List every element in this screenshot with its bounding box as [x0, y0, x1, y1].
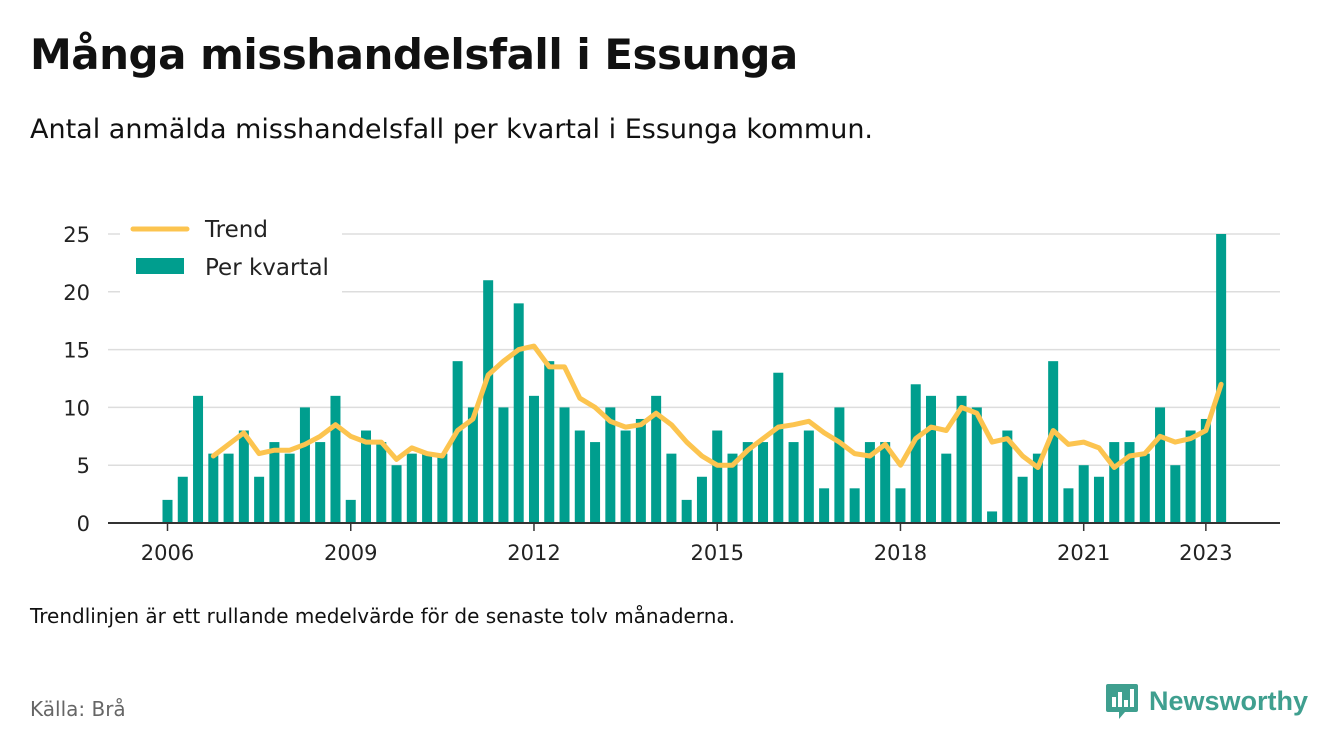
bar	[1170, 465, 1181, 523]
y-tick-label: 5	[77, 454, 90, 478]
bar	[773, 372, 784, 523]
y-tick-label: 0	[77, 512, 90, 536]
bar	[1185, 430, 1196, 523]
bar	[971, 407, 982, 523]
bar	[620, 430, 631, 523]
bar	[238, 430, 249, 523]
bar	[635, 418, 646, 523]
chart-legend: Trend Per kvartal	[120, 214, 342, 294]
bar	[666, 453, 677, 523]
bar	[742, 442, 753, 523]
legend-trend-label: Trend	[204, 217, 268, 243]
bar	[1017, 476, 1028, 523]
x-tick-label: 2021	[1057, 541, 1110, 565]
x-tick-label: 2006	[141, 541, 194, 565]
bar	[1093, 476, 1104, 523]
bar	[528, 395, 539, 523]
bar	[849, 488, 860, 523]
bar	[1048, 361, 1059, 523]
bar	[452, 361, 463, 523]
bar	[651, 395, 662, 523]
trend-note: Trendlinjen är ett rullande medelvärde f…	[30, 604, 736, 628]
bar	[590, 442, 601, 523]
bar	[987, 511, 998, 523]
bar	[1155, 407, 1166, 523]
bar	[1124, 442, 1135, 523]
y-tick-label: 20	[63, 281, 90, 305]
brand-logo: Newsworthy	[1105, 682, 1308, 720]
bar-series	[162, 234, 1227, 523]
bar	[1109, 442, 1120, 523]
bar	[406, 453, 417, 523]
bar	[895, 488, 906, 523]
bar	[1002, 430, 1013, 523]
bar	[574, 430, 585, 523]
bar	[1139, 453, 1150, 523]
x-tick-label: 2018	[874, 541, 927, 565]
bar	[758, 442, 769, 523]
bar	[299, 407, 310, 523]
y-tick-label: 15	[63, 339, 90, 363]
bar	[1200, 418, 1211, 523]
bar	[376, 442, 387, 523]
y-tick-label: 25	[63, 223, 90, 247]
bar	[803, 430, 814, 523]
bar	[956, 395, 967, 523]
bar	[819, 488, 830, 523]
bar	[345, 499, 356, 523]
bar	[498, 407, 509, 523]
bar	[926, 395, 936, 523]
bar	[330, 395, 341, 523]
y-axis-labels: 0 5 10 15 20 25	[63, 223, 90, 536]
bar	[483, 280, 494, 523]
bar	[269, 442, 280, 523]
bar	[941, 453, 952, 523]
bar	[1063, 488, 1074, 523]
bar	[361, 430, 372, 523]
trend-line	[210, 343, 1224, 470]
bar	[422, 453, 433, 523]
bar	[727, 453, 738, 523]
bar	[223, 453, 234, 523]
bar	[193, 395, 204, 523]
bar	[467, 407, 478, 523]
bar	[513, 303, 524, 523]
x-tick-label: 2012	[507, 541, 560, 565]
bar	[437, 453, 448, 523]
bar	[788, 442, 799, 523]
bar	[605, 407, 616, 523]
bar	[681, 499, 692, 523]
x-tick-label: 2009	[324, 541, 377, 565]
bar	[910, 384, 921, 523]
bar	[254, 476, 265, 523]
bar	[162, 499, 173, 523]
bar	[559, 407, 570, 523]
newsworthy-logo-icon	[1105, 684, 1138, 719]
bar	[1078, 465, 1089, 523]
bar	[315, 442, 326, 523]
x-axis-ticks: 2006 2009 2012 2015 2018 2021 2023	[141, 523, 1233, 565]
bar	[834, 407, 845, 523]
x-tick-label: 2023	[1179, 541, 1232, 565]
bar	[880, 442, 891, 523]
bar	[208, 453, 219, 523]
legend-bar-swatch	[136, 258, 184, 274]
chart-title: Många misshandelsfall i Essunga	[30, 30, 798, 79]
bar	[712, 430, 723, 523]
source-label: Källa: Brå	[30, 697, 126, 721]
bar	[391, 465, 402, 523]
x-tick-label: 2015	[690, 541, 743, 565]
bar	[1216, 234, 1227, 523]
bar	[864, 442, 875, 523]
y-tick-label: 10	[63, 396, 90, 420]
legend-bar-label: Per kvartal	[205, 255, 329, 281]
bar	[696, 476, 707, 523]
bar	[177, 476, 188, 523]
brand-name: Newsworthy	[1148, 685, 1308, 716]
bar	[284, 453, 295, 523]
bar	[1032, 453, 1043, 523]
chart-subtitle: Antal anmälda misshandelsfall per kvarta…	[30, 114, 874, 145]
bar	[544, 361, 555, 523]
